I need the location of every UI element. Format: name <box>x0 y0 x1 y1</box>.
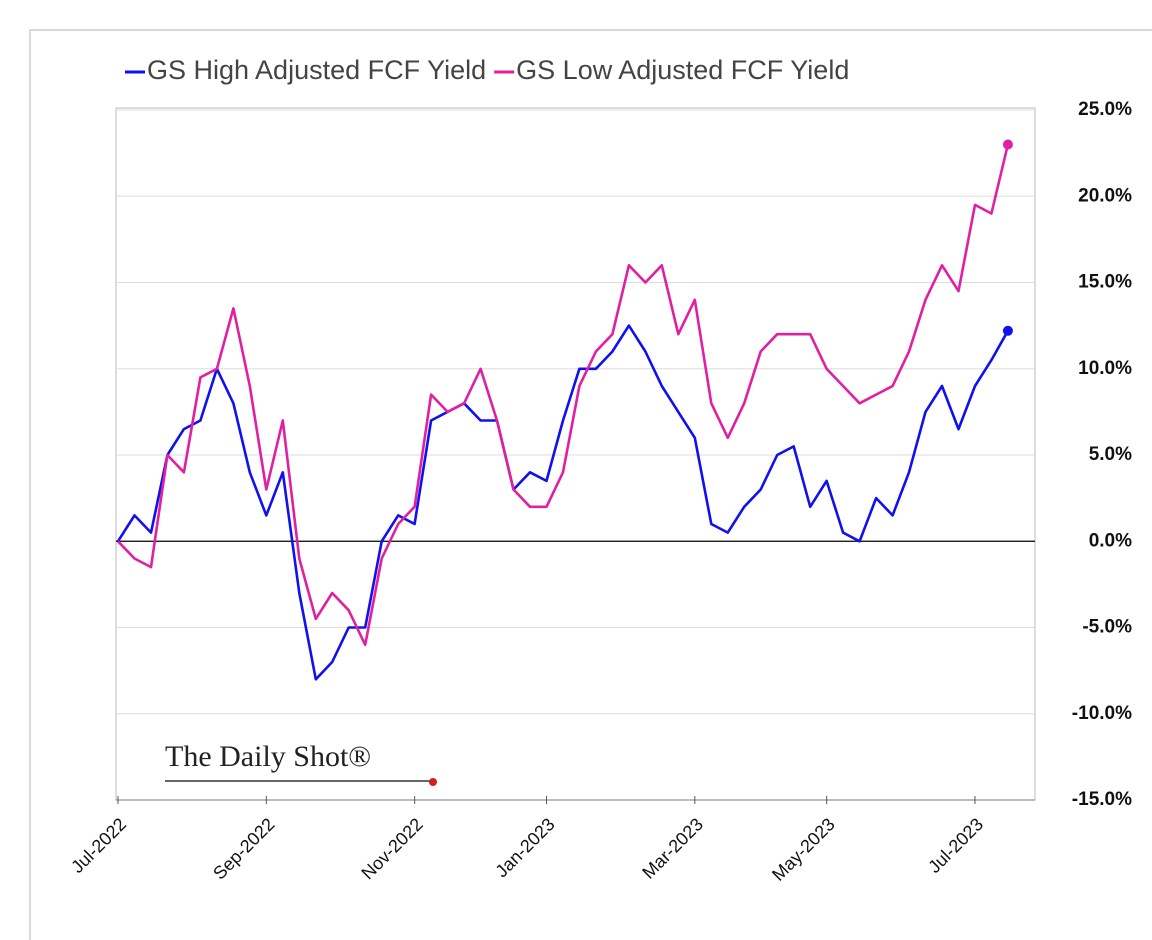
frame <box>29 29 1152 940</box>
end-marker <box>1002 139 1013 150</box>
x-tick-label: Mar-2023 <box>638 814 707 883</box>
y-tick-label: -10.0% <box>1072 703 1132 724</box>
y-tick-label: -15.0% <box>1072 789 1132 810</box>
y-tick-label: -5.0% <box>1082 617 1132 638</box>
y-tick-label: 10.0% <box>1078 358 1132 379</box>
watermark-dot <box>429 778 437 786</box>
x-tick-label: Jan-2023 <box>491 814 558 881</box>
y-tick-label: 0.0% <box>1089 530 1132 551</box>
series-line <box>116 324 1010 681</box>
x-tick-label: Jul-2022 <box>67 814 130 877</box>
x-tick-label: Jul-2023 <box>924 814 987 877</box>
x-tick-label: Sep-2022 <box>209 814 278 883</box>
legend-label: GS Low Adjusted FCF Yield <box>516 55 849 85</box>
series-line <box>117 144 1010 647</box>
legend-label: GS High Adjusted FCF Yield <box>147 55 486 85</box>
y-tick-label: 25.0% <box>1078 99 1132 120</box>
plot-area <box>115 107 1036 801</box>
end-marker <box>1002 325 1013 336</box>
x-tick-label: Nov-2022 <box>357 814 426 883</box>
x-tick-label: May-2023 <box>768 814 839 885</box>
y-tick-label: 15.0% <box>1078 272 1132 293</box>
y-tick-label: 20.0% <box>1078 185 1132 206</box>
y-tick-label: 5.0% <box>1089 444 1132 465</box>
watermark: The Daily Shot® <box>165 740 371 773</box>
